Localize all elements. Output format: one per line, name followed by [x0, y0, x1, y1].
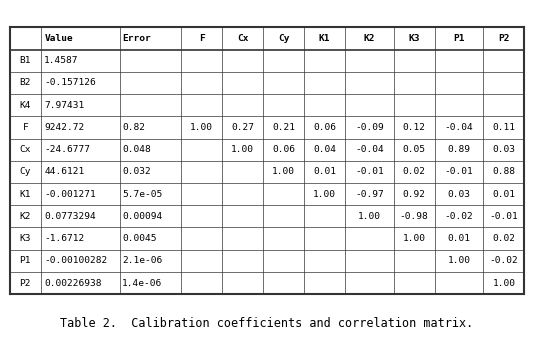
Text: 0.00094: 0.00094 [122, 212, 162, 221]
Text: 1.00: 1.00 [403, 234, 426, 243]
Text: -1.6712: -1.6712 [44, 234, 84, 243]
Text: -0.97: -0.97 [355, 189, 384, 199]
Text: 0.88: 0.88 [492, 167, 515, 176]
Text: 0.01: 0.01 [313, 167, 336, 176]
Text: 1.4587: 1.4587 [44, 56, 79, 65]
Text: 0.21: 0.21 [272, 123, 295, 132]
Text: 0.11: 0.11 [492, 123, 515, 132]
Text: 9242.72: 9242.72 [44, 123, 84, 132]
Text: -0.02: -0.02 [445, 212, 474, 221]
Text: Cy: Cy [278, 34, 289, 43]
Text: P1: P1 [20, 256, 31, 265]
Text: -0.98: -0.98 [400, 212, 429, 221]
Text: Cx: Cx [20, 145, 31, 154]
Text: 1.00: 1.00 [272, 167, 295, 176]
Text: 7.97431: 7.97431 [44, 101, 84, 110]
Text: 0.0045: 0.0045 [122, 234, 156, 243]
Text: 0.0773294: 0.0773294 [44, 212, 96, 221]
Text: K2: K2 [20, 212, 31, 221]
Text: 1.00: 1.00 [447, 256, 470, 265]
Text: 2.1e-06: 2.1e-06 [122, 256, 162, 265]
Text: -0.09: -0.09 [355, 123, 384, 132]
Text: -0.001271: -0.001271 [44, 189, 96, 199]
Text: 1.00: 1.00 [358, 212, 381, 221]
Text: F: F [22, 123, 28, 132]
Text: B1: B1 [20, 56, 31, 65]
Text: 5.7e-05: 5.7e-05 [122, 189, 162, 199]
Text: 0.92: 0.92 [403, 189, 426, 199]
Text: 0.27: 0.27 [231, 123, 254, 132]
Text: 0.02: 0.02 [403, 167, 426, 176]
Text: -0.00100282: -0.00100282 [44, 256, 107, 265]
Text: 0.00226938: 0.00226938 [44, 278, 102, 288]
Text: 0.06: 0.06 [313, 123, 336, 132]
Text: B2: B2 [20, 78, 31, 88]
Text: 0.05: 0.05 [403, 145, 426, 154]
Text: K1: K1 [20, 189, 31, 199]
Text: Table 2.  Calibration coefficients and correlation matrix.: Table 2. Calibration coefficients and co… [60, 317, 474, 330]
Text: -0.04: -0.04 [445, 123, 474, 132]
Text: 0.03: 0.03 [447, 189, 470, 199]
Text: K1: K1 [319, 34, 330, 43]
Text: 44.6121: 44.6121 [44, 167, 84, 176]
Text: 0.032: 0.032 [122, 167, 151, 176]
Text: K4: K4 [20, 101, 31, 110]
Text: Cy: Cy [20, 167, 31, 176]
Text: -0.157126: -0.157126 [44, 78, 96, 88]
Text: 1.00: 1.00 [492, 278, 515, 288]
Text: Cx: Cx [237, 34, 248, 43]
Text: 0.06: 0.06 [272, 145, 295, 154]
Text: K2: K2 [364, 34, 375, 43]
Text: 0.01: 0.01 [447, 234, 470, 243]
Text: -0.04: -0.04 [355, 145, 384, 154]
Text: P1: P1 [453, 34, 465, 43]
Text: P2: P2 [20, 278, 31, 288]
Text: K3: K3 [20, 234, 31, 243]
Text: -24.6777: -24.6777 [44, 145, 90, 154]
Text: 1.00: 1.00 [190, 123, 213, 132]
Text: 1.00: 1.00 [231, 145, 254, 154]
Text: 0.89: 0.89 [447, 145, 470, 154]
Text: 0.03: 0.03 [492, 145, 515, 154]
Text: 0.82: 0.82 [122, 123, 145, 132]
Text: 1.4e-06: 1.4e-06 [122, 278, 162, 288]
Text: 0.01: 0.01 [492, 189, 515, 199]
Text: K3: K3 [409, 34, 420, 43]
Text: -0.01: -0.01 [355, 167, 384, 176]
Text: Value: Value [44, 34, 73, 43]
Text: P2: P2 [498, 34, 509, 43]
Text: 1.00: 1.00 [313, 189, 336, 199]
Text: 0.02: 0.02 [492, 234, 515, 243]
Text: Error: Error [122, 34, 151, 43]
Text: 0.12: 0.12 [403, 123, 426, 132]
Text: -0.01: -0.01 [490, 212, 519, 221]
Text: -0.01: -0.01 [445, 167, 474, 176]
Text: F: F [199, 34, 205, 43]
Text: -0.02: -0.02 [490, 256, 519, 265]
Text: 0.04: 0.04 [313, 145, 336, 154]
Text: 0.048: 0.048 [122, 145, 151, 154]
